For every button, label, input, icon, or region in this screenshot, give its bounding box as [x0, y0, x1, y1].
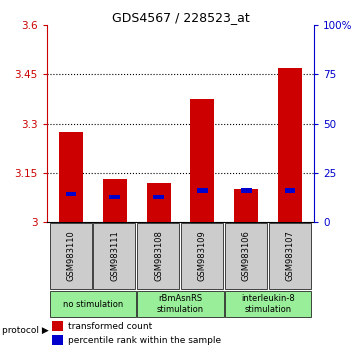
Bar	[197, 188, 208, 193]
FancyBboxPatch shape	[269, 223, 310, 289]
Text: GSM983107: GSM983107	[286, 230, 295, 281]
Bar	[109, 195, 120, 199]
Title: GDS4567 / 228523_at: GDS4567 / 228523_at	[112, 11, 249, 24]
Text: GSM983111: GSM983111	[110, 230, 119, 281]
Text: GSM983110: GSM983110	[66, 230, 75, 281]
Bar	[66, 192, 77, 196]
Bar	[103, 179, 127, 222]
Text: interleukin-8
stimulation: interleukin-8 stimulation	[241, 295, 295, 314]
Text: rBmAsnRS
stimulation: rBmAsnRS stimulation	[157, 295, 204, 314]
Text: GSM983108: GSM983108	[154, 230, 163, 281]
FancyBboxPatch shape	[137, 291, 224, 318]
Text: protocol ▶: protocol ▶	[2, 326, 49, 336]
Bar	[234, 189, 258, 222]
Bar	[147, 183, 171, 222]
Text: no stimulation: no stimulation	[63, 299, 123, 309]
Text: GSM983106: GSM983106	[242, 230, 251, 281]
Bar	[190, 99, 214, 222]
FancyBboxPatch shape	[137, 223, 179, 289]
Text: GSM983109: GSM983109	[198, 230, 207, 281]
FancyBboxPatch shape	[93, 223, 135, 289]
FancyBboxPatch shape	[225, 291, 312, 318]
FancyBboxPatch shape	[49, 291, 136, 318]
Bar	[59, 132, 83, 222]
Bar	[278, 68, 302, 222]
FancyBboxPatch shape	[181, 223, 223, 289]
Bar	[153, 195, 164, 199]
Bar	[241, 188, 252, 193]
Bar	[52, 321, 63, 331]
FancyBboxPatch shape	[225, 223, 267, 289]
Bar	[284, 188, 295, 193]
Text: transformed count: transformed count	[68, 322, 153, 331]
FancyBboxPatch shape	[49, 223, 92, 289]
Text: percentile rank within the sample: percentile rank within the sample	[68, 336, 221, 345]
Bar	[52, 336, 63, 346]
